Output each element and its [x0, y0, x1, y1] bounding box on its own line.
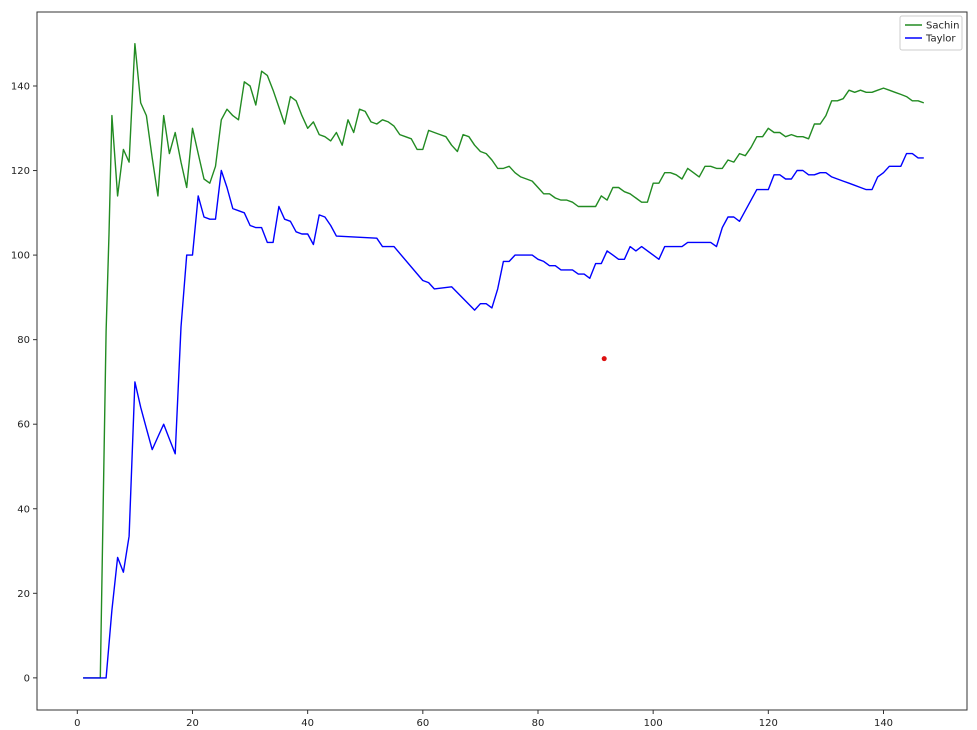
- plot-frame: [36, 11, 968, 711]
- y-tick-label: 120: [11, 166, 30, 177]
- legend-label-taylor: Taylor: [925, 34, 956, 45]
- y-tick-label: 80: [17, 335, 30, 346]
- marker-layer: [601, 356, 607, 362]
- y-tick-label: 20: [17, 589, 30, 600]
- legend-label-sachin: Sachin: [926, 21, 959, 32]
- series-layer: [83, 43, 925, 679]
- series-line-sachin: [83, 43, 925, 679]
- x-tick-label: 80: [532, 718, 545, 729]
- x-tick-label: 100: [644, 718, 663, 729]
- x-tick-label: 120: [759, 718, 778, 729]
- y-tick-label: 140: [11, 81, 30, 92]
- y-tick-label: 0: [24, 673, 30, 684]
- x-tick-label: 40: [301, 718, 314, 729]
- y-tick-label: 100: [11, 251, 30, 262]
- series-line-taylor: [83, 152, 924, 679]
- y-tick-label: 60: [17, 420, 30, 431]
- x-tick-label: 60: [416, 718, 429, 729]
- x-tick-label: 140: [874, 718, 893, 729]
- point-marker: [601, 356, 607, 362]
- x-tick-label: 20: [186, 718, 199, 729]
- x-tick-label: 0: [74, 718, 80, 729]
- legend: Sachin Taylor: [899, 15, 963, 51]
- y-tick-label: 40: [17, 504, 30, 515]
